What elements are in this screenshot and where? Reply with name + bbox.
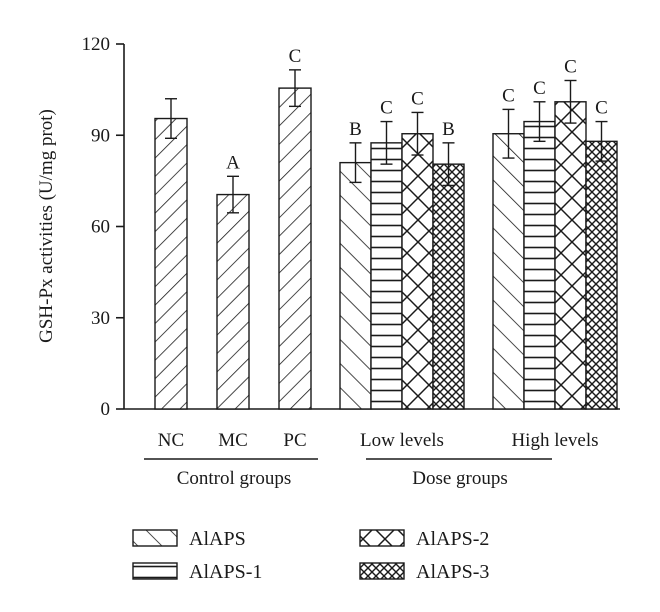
legend-label: AlAPS-2 — [416, 528, 489, 550]
category-label: Low levels — [360, 430, 444, 451]
legend-swatch — [359, 529, 405, 547]
significance-label: C — [533, 78, 546, 99]
legend-swatch — [132, 529, 178, 547]
y-tick-label: 120 — [82, 34, 111, 55]
legend: AlAPS AlAPS-2 AlAPS-1 AlAPS-3 — [132, 528, 489, 583]
legend-label: AlAPS-1 — [189, 561, 262, 583]
y-tick-label: 0 — [101, 399, 111, 420]
y-tick-label: 30 — [91, 308, 110, 329]
bar — [370, 142, 403, 410]
category-labels: NC MC PC Low levels High levels — [158, 430, 599, 451]
legend-swatch — [359, 562, 405, 580]
legend-swatch — [132, 562, 178, 580]
control-group-label: Control groups — [177, 468, 292, 489]
significance-label: C — [289, 46, 302, 67]
dose-group-label: Dose groups — [412, 468, 508, 489]
significance-label: B — [349, 119, 362, 140]
significance-label: C — [502, 85, 515, 106]
bar — [401, 133, 434, 410]
y-tick-label: 90 — [91, 125, 110, 146]
bar — [523, 120, 556, 410]
significance-label: B — [442, 119, 455, 140]
significance-label: C — [411, 88, 424, 109]
significance-label: C — [564, 57, 577, 78]
category-label: MC — [218, 430, 248, 451]
bar — [554, 101, 587, 410]
bar — [432, 163, 465, 410]
significance-label: C — [595, 98, 608, 119]
y-ticks: 0 30 60 90 120 — [82, 34, 124, 420]
category-label: PC — [283, 430, 306, 451]
bar — [278, 87, 312, 410]
category-label: High levels — [511, 430, 598, 451]
significance-label: C — [380, 98, 393, 119]
legend-label: AlAPS — [189, 528, 246, 550]
bar — [492, 133, 525, 410]
group-labels: Control groups Dose groups — [144, 458, 552, 489]
category-label: NC — [158, 430, 184, 451]
y-tick-label: 60 — [91, 217, 110, 238]
bar — [216, 193, 250, 410]
bar — [585, 140, 618, 410]
bar — [339, 161, 372, 410]
significance-label: A — [226, 152, 240, 173]
bar — [154, 117, 188, 410]
y-axis-label: GSH-Px activities (U/mg prot) — [36, 109, 57, 343]
legend-label: AlAPS-3 — [416, 561, 489, 583]
